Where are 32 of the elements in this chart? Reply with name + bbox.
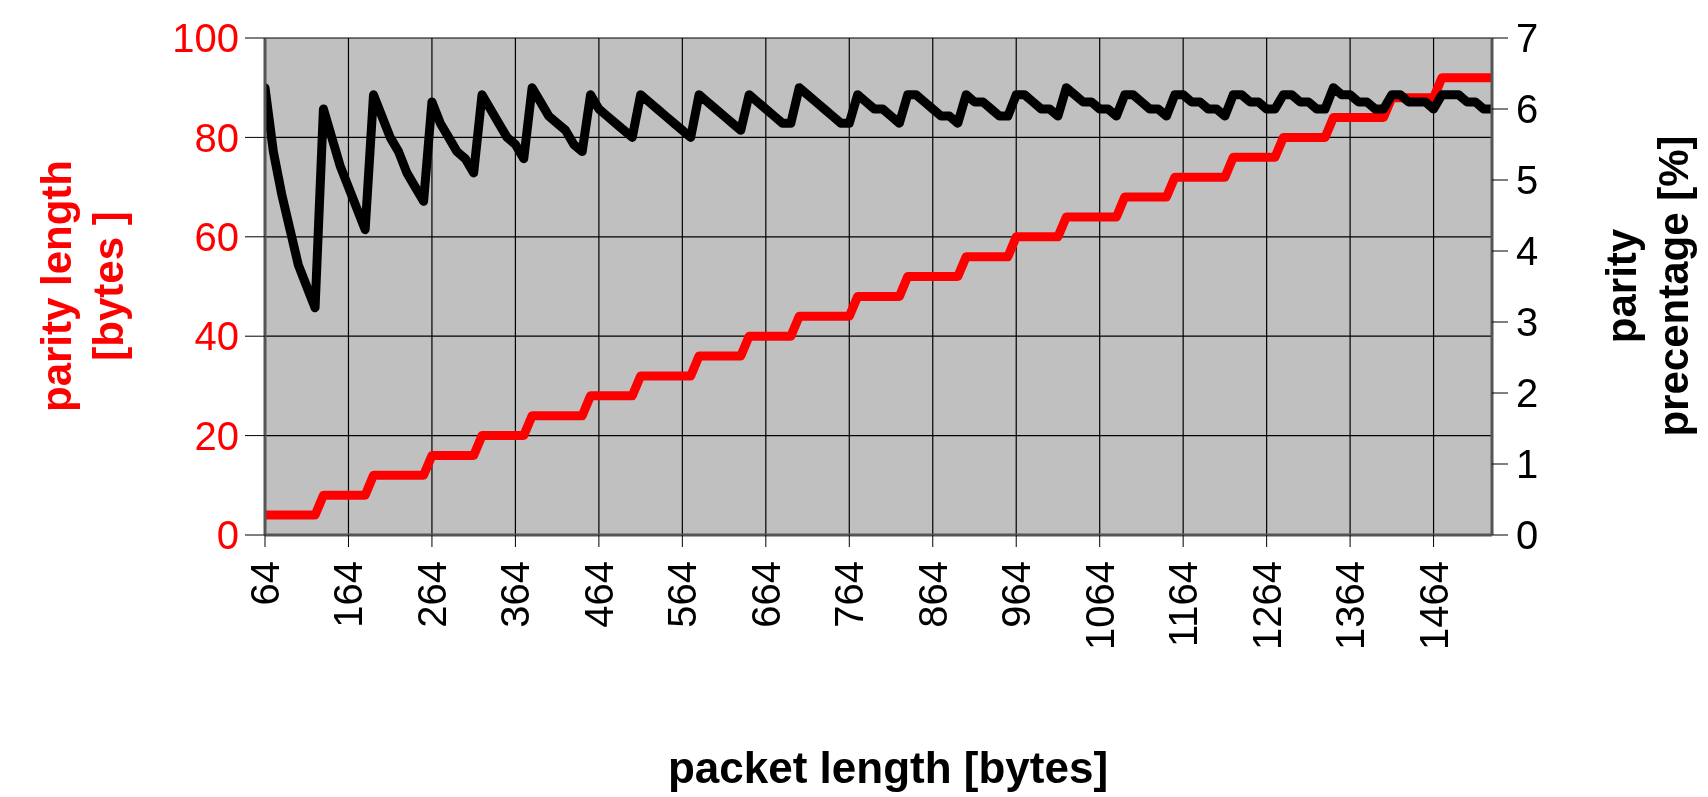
x-tick-label: 1264 bbox=[1244, 561, 1289, 650]
x-tick-label: 964 bbox=[994, 561, 1039, 628]
y-tick-label: 20 bbox=[194, 413, 239, 458]
x-tick-label: 1164 bbox=[1161, 561, 1206, 648]
y2-tick-label: 4 bbox=[1516, 229, 1539, 274]
y2-tick-label: 1 bbox=[1516, 442, 1539, 487]
y2-tick-label: 7 bbox=[1516, 16, 1539, 61]
x-tick-label: 764 bbox=[827, 561, 872, 628]
x-tick-label: 1464 bbox=[1411, 561, 1456, 650]
x-tick-label: 364 bbox=[493, 561, 538, 628]
y2-tick-label: 5 bbox=[1516, 158, 1539, 203]
x-tick-label: 264 bbox=[409, 561, 454, 628]
y-tick-label: 0 bbox=[216, 513, 239, 558]
y2-tick-label: 3 bbox=[1516, 300, 1539, 345]
y-tick-label: 40 bbox=[194, 314, 239, 359]
x-tick-label: 564 bbox=[660, 561, 705, 628]
y-axis-title: parity length [bytes ] bbox=[32, 159, 133, 413]
x-tick-label: 164 bbox=[326, 561, 371, 628]
y-tick-label: 60 bbox=[194, 215, 239, 259]
x-tick-label: 64 bbox=[243, 561, 287, 606]
x-tick-label: 864 bbox=[910, 561, 955, 628]
y2-tick-label: 6 bbox=[1516, 87, 1539, 132]
y-tick-label: 100 bbox=[172, 16, 239, 61]
y2-tick-label: 2 bbox=[1516, 371, 1539, 416]
x-axis-title: packet length [bytes] bbox=[667, 743, 1109, 793]
x-tick-label: 664 bbox=[743, 561, 788, 628]
y2-axis-title: parity precentage [%] bbox=[1597, 135, 1698, 437]
x-tick-label: 464 bbox=[576, 561, 621, 628]
x-tick-label: 1064 bbox=[1077, 561, 1122, 650]
y-tick-label: 80 bbox=[194, 115, 239, 160]
y2-tick-label: 0 bbox=[1516, 513, 1539, 558]
x-tick-label: 1364 bbox=[1328, 561, 1373, 650]
